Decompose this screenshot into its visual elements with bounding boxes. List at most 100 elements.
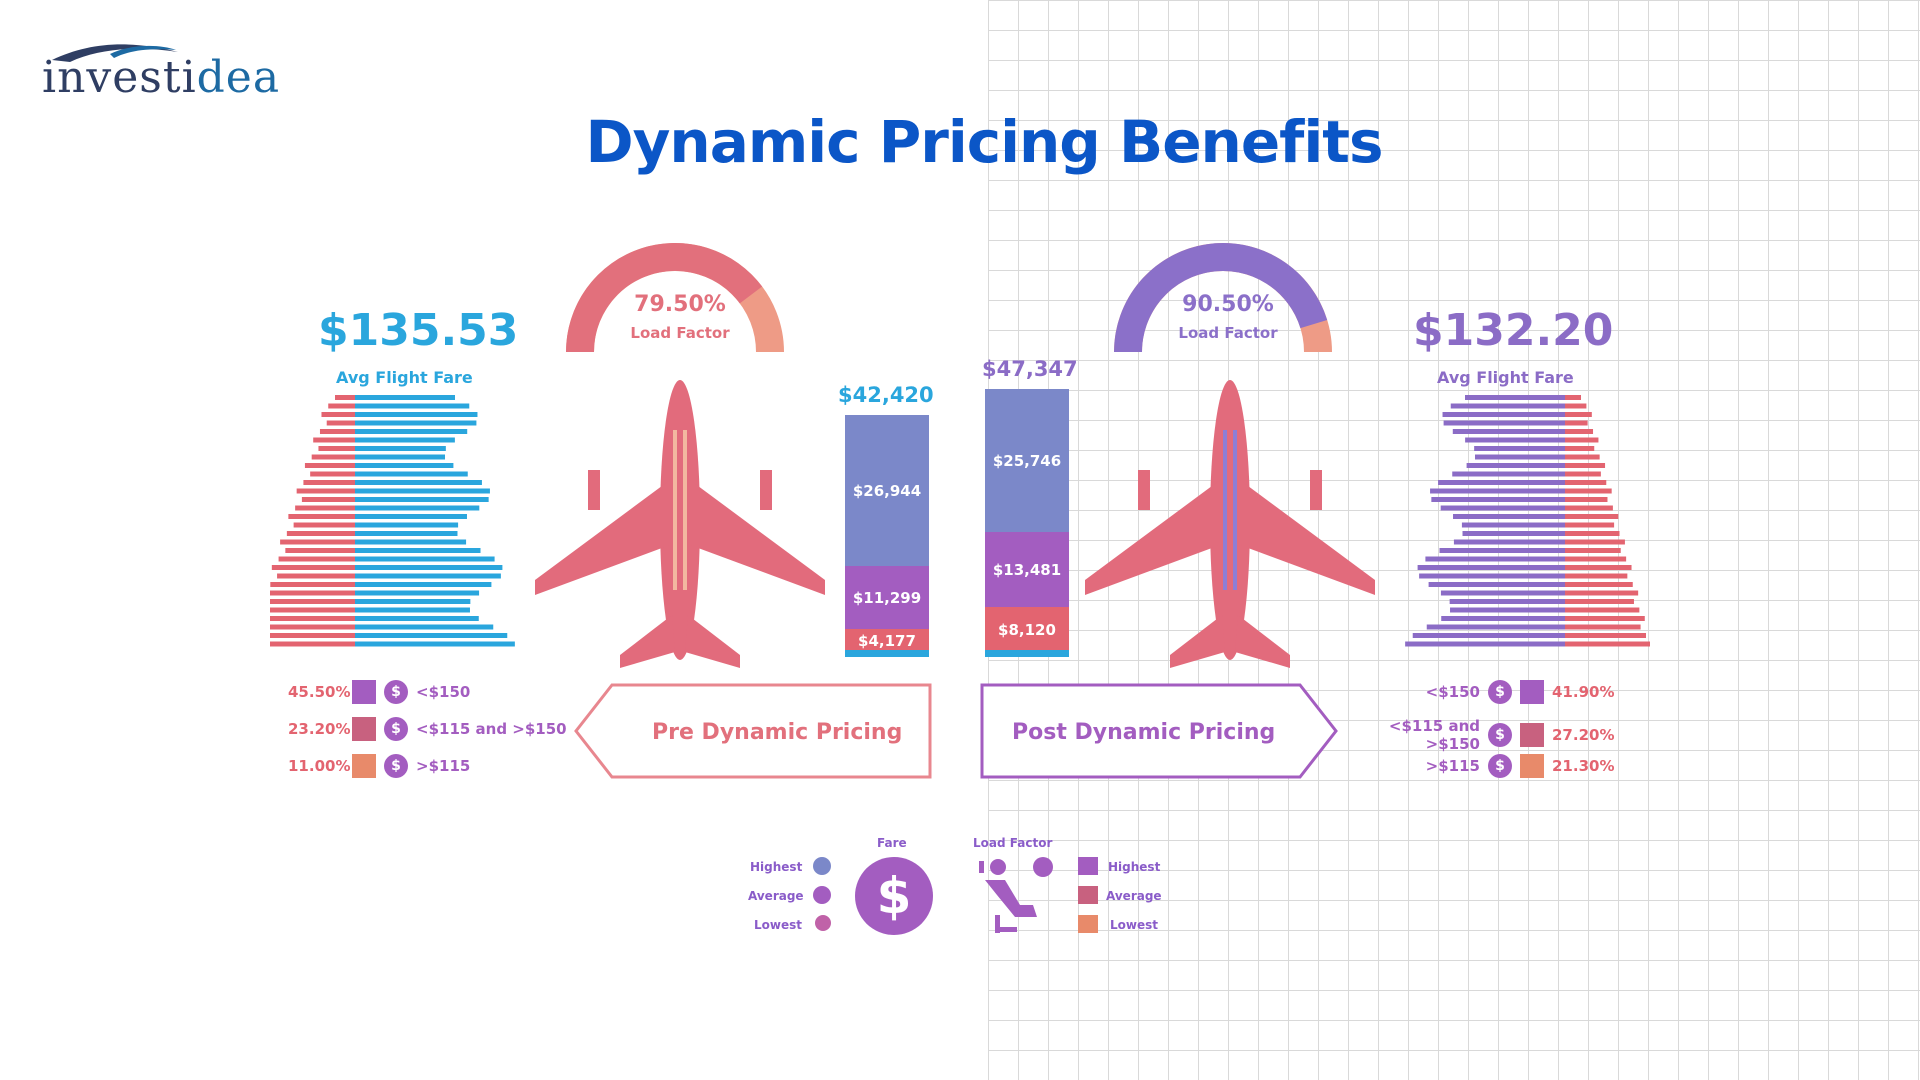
logo-text-main: investi [42,52,197,103]
distribution-bar-b [1439,548,1565,553]
distribution-bar-a [1565,624,1641,630]
distribution-bar-b [355,437,455,443]
post-segment-mid-label: $13,481 [992,560,1062,579]
logo-swoosh-icon [52,44,178,62]
distribution-bar-a [301,497,355,502]
distribution-bar-a [1565,463,1606,468]
pre-load-factor-value: 79.50% [634,292,726,317]
key-load-average-swatch [1078,886,1098,904]
distribution-bar-a [1565,641,1650,647]
pre-legend-pct: 45.50% [288,683,351,701]
dollar-icon: $ [855,857,933,935]
logo-text-accent: dea [196,52,281,103]
key-load-lowest-swatch [1078,915,1098,933]
distribution-bar-b [355,565,503,570]
distribution-bar-b [1450,403,1565,409]
passenger-seat-icon [979,857,1053,933]
key-load-item: Highest [1108,860,1161,874]
distribution-bar-b [1417,565,1565,570]
distribution-bar-b [1453,514,1565,519]
distribution-bar-a [1565,548,1621,553]
post-legend-swatch [1520,754,1544,778]
distribution-bar-b [1419,573,1565,579]
post-load-factor-label: Load Factor [1178,324,1278,342]
distribution-bar-a [270,633,355,638]
post-avg-fare: $132.20 [1413,305,1614,356]
post-legend-row-2: <$115 and >$150 $ 27.20% [1340,717,1615,753]
post-legend-pct: 27.20% [1552,726,1615,744]
distribution-bar-a [1565,573,1628,579]
distribution-bar-a [1565,505,1613,511]
distribution-bar-b [1449,599,1565,604]
distribution-bar-a [270,590,355,596]
distribution-bar-b [1438,480,1565,485]
post-legend-pct: 21.30% [1552,757,1615,775]
distribution-bar-a [1565,582,1633,587]
pre-stacked-bar: $26,944 $11,299 $4,177 [845,415,929,652]
distribution-bar-a [1565,565,1632,570]
post-stacked-bar: $25,746 $13,481 $8,120 [985,389,1069,652]
key-fare-average-dot [813,886,831,904]
pre-segment-bottom: $4,177 [845,629,929,652]
post-stack-total: $47,347 [982,357,1078,381]
distribution-bar-a [1565,395,1581,400]
distribution-bar-b [355,488,490,494]
key-load-item: Lowest [1110,918,1158,932]
distribution-bar-a [1565,446,1595,451]
key-fare-lowest-dot [815,915,831,931]
distribution-bar-b [1412,633,1565,638]
pre-stack-total: $42,420 [838,383,934,407]
distribution-bar-a [1565,497,1608,502]
pre-load-factor-label: Load Factor [630,324,730,342]
distribution-bar-a [288,514,355,519]
post-bar-base [985,650,1069,657]
distribution-bar-a [1565,616,1645,621]
post-segment-bottom: $8,120 [985,607,1069,652]
distribution-bar-a [1565,633,1646,638]
post-gauge-fill [1114,243,1328,353]
distribution-bar-b [355,446,446,451]
pre-legend-range: <$150 [416,683,471,701]
distribution-bar-a [1565,420,1588,426]
pre-dynamic-pricing-arrow[interactable] [572,683,932,779]
pre-distribution-bars [270,395,515,647]
distribution-bar-b [355,573,501,579]
key-fare-item: Average [748,889,804,903]
distribution-bar-b [1450,607,1565,613]
post-dynamic-pricing-arrow[interactable] [980,683,1340,779]
pre-legend-range: >$115 [416,757,471,775]
distribution-bar-b [1461,522,1565,528]
distribution-bar-b [1465,437,1565,443]
distribution-bar-a [270,624,355,630]
pre-legend-pct: 11.00% [288,757,351,775]
pre-segment-top-label: $26,944 [852,481,922,500]
key-load-highest-swatch [1078,857,1098,875]
distribution-bar-a [1565,556,1627,562]
distribution-bar-b [1426,624,1565,630]
distribution-bar-a [313,437,355,443]
distribution-bar-b [355,412,478,417]
distribution-bar-a [1565,522,1615,528]
post-segment-mid: $13,481 [985,532,1069,607]
distribution-bar-b [355,607,470,613]
distribution-bar-b [355,539,467,545]
distribution-bar-a [1565,539,1625,545]
distribution-bar-b [1440,590,1565,596]
pre-legend-row-1: 45.50% $ <$150 [288,680,470,704]
pre-legend-row-2: 23.20% $ <$115 and >$150 [288,717,567,741]
distribution-bar-b [355,429,468,434]
distribution-bar-a [270,599,355,604]
distribution-bar-a [286,531,355,536]
distribution-bar-a [319,429,355,434]
distribution-bar-b [355,514,467,519]
distribution-bar-b [1443,420,1565,426]
post-airplane-icon [1085,380,1375,668]
key-load-item: Average [1106,889,1162,903]
distribution-bar-b [355,480,482,485]
distribution-bar-a [1565,488,1612,494]
distribution-bar-b [1431,497,1565,502]
post-segment-bottom-label: $8,120 [998,620,1056,639]
post-legend-range: <$115 and >$150 [1388,717,1480,753]
distribution-bar-b [355,454,446,460]
pre-load-gauge [566,243,784,353]
